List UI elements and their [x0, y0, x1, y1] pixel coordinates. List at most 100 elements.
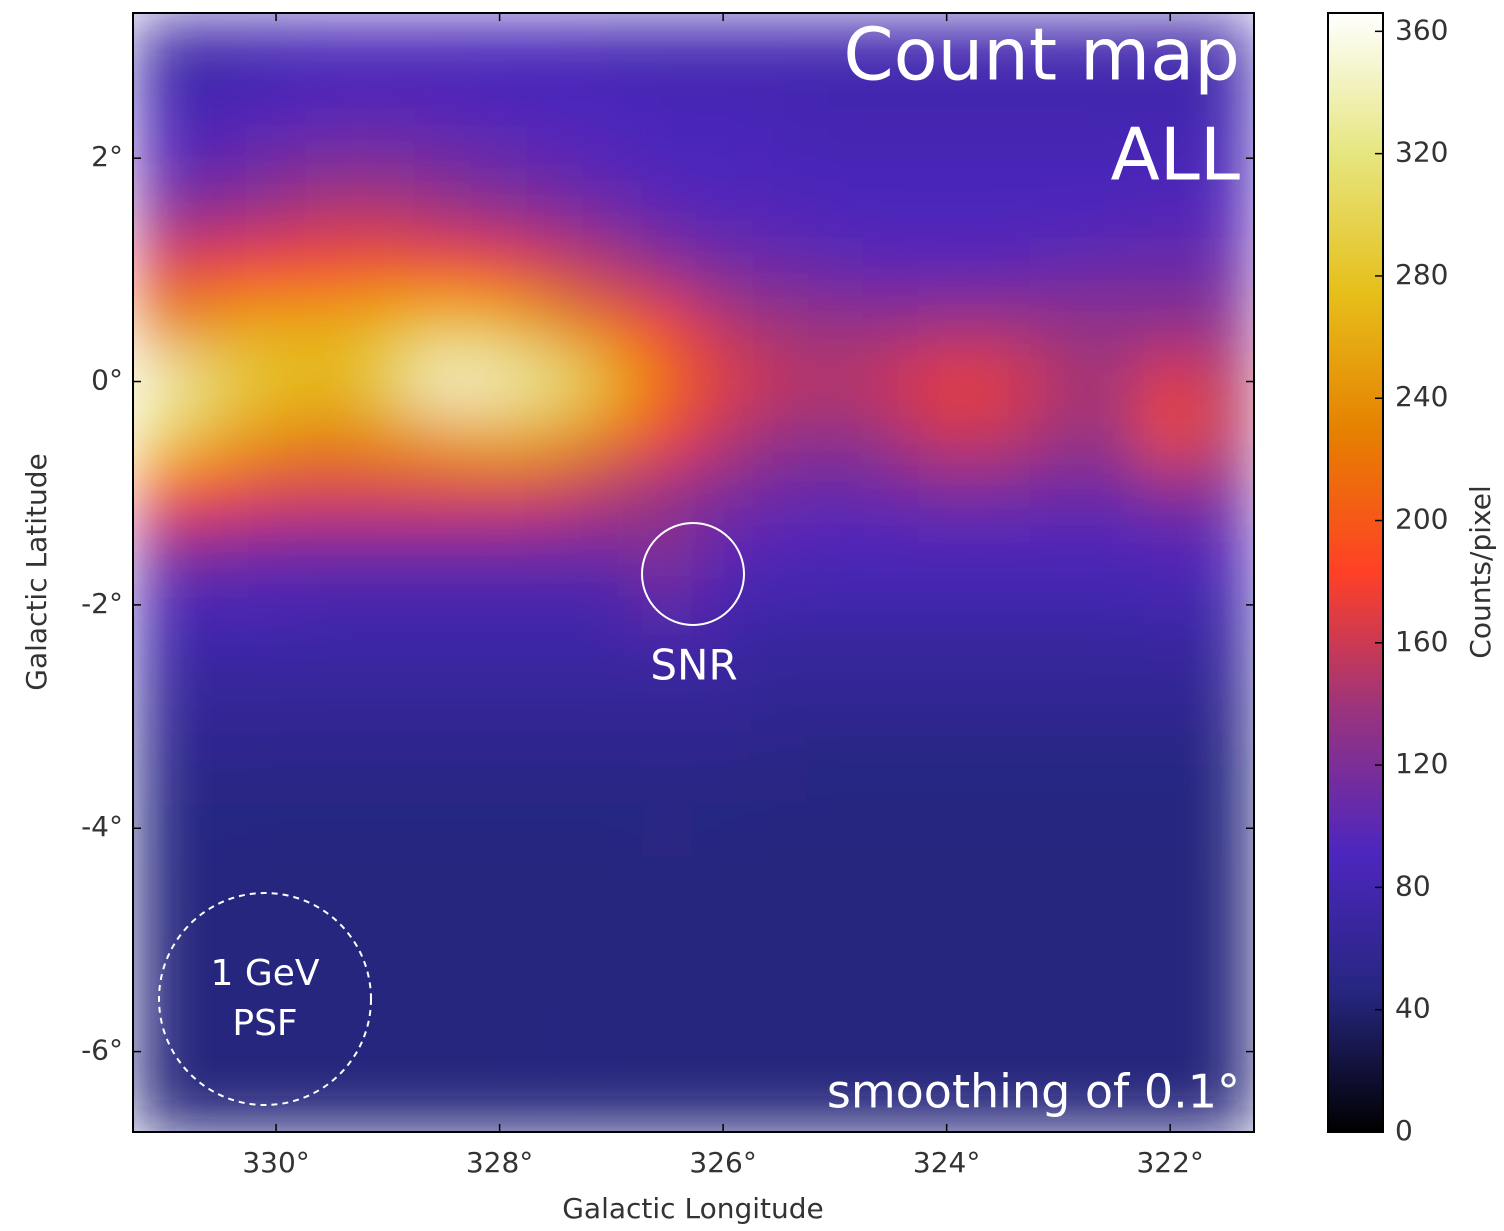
heatmap-cell — [750, 911, 808, 969]
heatmap-cell — [918, 185, 976, 243]
heatmap-cell — [1197, 408, 1254, 466]
heatmap-cell — [247, 353, 305, 410]
heatmap-cell — [191, 743, 249, 801]
heatmap-cell — [974, 632, 1031, 690]
heatmap-cell — [582, 688, 640, 745]
heatmap-cell — [1141, 18, 1199, 75]
colorbar-tick-label: 240 — [1395, 380, 1448, 413]
heatmap-cell — [191, 520, 249, 578]
heatmap-cell — [750, 1079, 808, 1132]
heatmap-cell — [1141, 1023, 1199, 1081]
heatmap-cell — [1197, 855, 1254, 913]
y-tick-label: -4° — [81, 810, 123, 843]
heatmap-cell — [415, 632, 473, 690]
heatmap-cell — [247, 129, 305, 187]
psf-label: PSF — [232, 1003, 297, 1044]
heatmap-cell — [862, 576, 920, 634]
heatmap-cell — [191, 408, 249, 466]
y-axis-label: Galactic Latitude — [20, 453, 53, 690]
x-tick-label: 326° — [689, 1146, 756, 1179]
heatmap-cell — [359, 464, 417, 522]
heatmap-cell — [471, 464, 529, 522]
heatmap-cell — [135, 855, 193, 913]
heatmap-cell — [359, 855, 417, 913]
heatmap-cell — [1029, 855, 1087, 913]
heatmap-cell — [471, 520, 529, 578]
heatmap-cell — [806, 967, 864, 1025]
heatmap-cell — [582, 73, 640, 131]
heatmap-cell — [694, 799, 752, 857]
heatmap-cell — [1029, 353, 1087, 410]
heatmap-cell — [1029, 1079, 1087, 1132]
heatmap-cell — [415, 18, 473, 75]
heatmap-cell — [303, 1079, 361, 1132]
heatmap-cell — [638, 73, 696, 131]
heatmap-cell — [974, 73, 1031, 131]
heatmap-cell — [191, 799, 249, 857]
heatmap-cell — [638, 632, 696, 690]
heatmap-cell — [1141, 855, 1199, 913]
heatmap-cell — [359, 185, 417, 243]
heatmap-cell — [1085, 967, 1143, 1025]
heatmap-cell — [862, 632, 920, 690]
heatmap-cell — [1085, 129, 1143, 187]
plot-frame — [132, 12, 1255, 1133]
heatmap-cell — [527, 520, 584, 578]
heatmap-cell — [1141, 1079, 1199, 1132]
heatmap-cell — [806, 1079, 864, 1132]
heatmap-cell — [1085, 743, 1143, 801]
heatmap-cell — [638, 1023, 696, 1081]
heatmap-cell — [1085, 464, 1143, 522]
heatmap-cell — [1141, 185, 1199, 243]
heatmap-cell — [191, 353, 249, 410]
heatmap-cell — [135, 18, 193, 75]
heatmap-cell — [247, 241, 305, 299]
heatmap-cell — [694, 408, 752, 466]
heatmap-cell — [527, 688, 584, 745]
heatmap-cell — [638, 129, 696, 187]
heatmap-cell — [582, 18, 640, 75]
heatmap-cell — [694, 185, 752, 243]
heatmap-cell — [638, 464, 696, 522]
heatmap-cell — [1141, 241, 1199, 299]
heatmap-cell — [1197, 632, 1254, 690]
heatmap-cell — [527, 241, 584, 299]
heatmap-cell — [1141, 967, 1199, 1025]
heatmap-cell — [1085, 73, 1143, 131]
heatmap-cell — [191, 576, 249, 634]
smoothing-note: smoothing of 0.1° — [827, 1065, 1240, 1119]
heatmap-cell — [471, 576, 529, 634]
heatmap-cell — [527, 967, 584, 1025]
heatmap-cell — [1029, 911, 1087, 969]
colorbar-tick-label: 200 — [1395, 503, 1448, 536]
heatmap-cell — [694, 1079, 752, 1132]
snr-label: SNR — [650, 641, 737, 690]
heatmap-cell — [1197, 185, 1254, 243]
heatmap-cell — [247, 520, 305, 578]
heatmap-cell — [1085, 799, 1143, 857]
heatmap-cell — [359, 799, 417, 857]
heatmap-cell — [1197, 353, 1254, 410]
heatmap-cell — [303, 129, 361, 187]
heatmap-cell — [415, 688, 473, 745]
heatmap-cell — [918, 18, 976, 75]
heatmap-cell — [918, 408, 976, 466]
x-tick-label: 324° — [913, 1146, 980, 1179]
heatmap-cell — [1141, 129, 1199, 187]
heatmap-cell — [1085, 632, 1143, 690]
heatmap-cell — [582, 408, 640, 466]
heatmap-cell — [638, 1079, 696, 1132]
heatmap-cell — [247, 408, 305, 466]
heatmap-cell — [359, 18, 417, 75]
heatmap-cell — [1029, 241, 1087, 299]
heatmap-cell — [638, 353, 696, 410]
heatmap-cell — [359, 688, 417, 745]
heatmap-cell — [415, 1079, 473, 1132]
heatmap-cell — [582, 911, 640, 969]
heatmap-cell — [918, 967, 976, 1025]
heatmap-cell — [918, 688, 976, 745]
heatmap-cell — [638, 18, 696, 75]
heatmap-cell — [1029, 18, 1087, 75]
heatmap-cell — [415, 1023, 473, 1081]
